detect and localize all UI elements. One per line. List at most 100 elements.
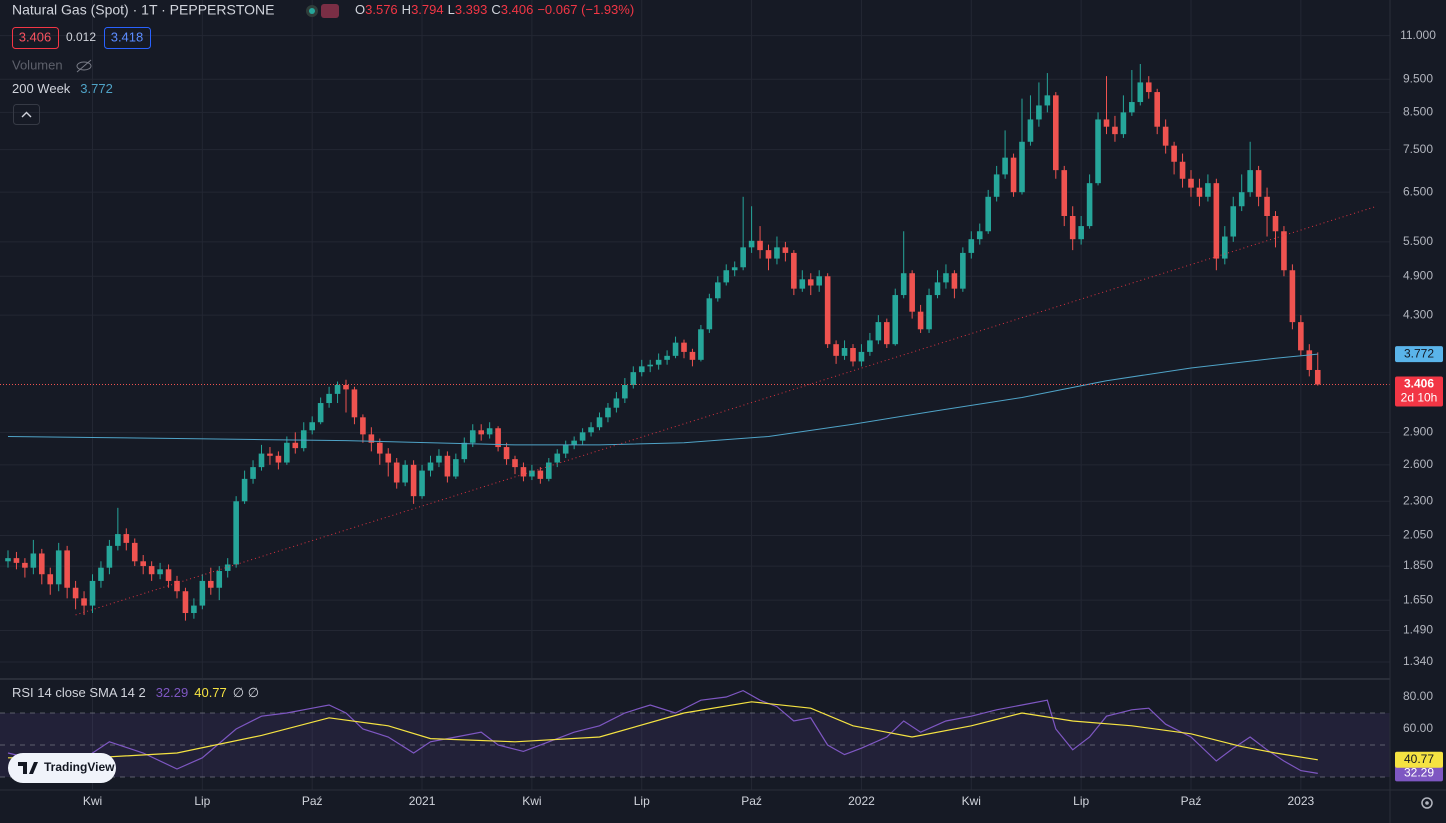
candle xyxy=(1289,264,1296,330)
candle xyxy=(5,550,11,568)
candle-body xyxy=(562,444,569,454)
candle-body xyxy=(976,231,983,240)
candle xyxy=(1027,95,1034,146)
candle xyxy=(520,462,527,482)
candle-body xyxy=(469,430,476,443)
hidden-icon[interactable] xyxy=(76,59,92,73)
rsi-line xyxy=(7,689,1318,774)
candle-body xyxy=(960,252,966,289)
candle-body xyxy=(30,553,37,568)
candle xyxy=(1281,226,1287,277)
status-badge xyxy=(321,4,339,18)
candle xyxy=(469,424,476,448)
candle-body xyxy=(1061,170,1068,216)
candle xyxy=(579,428,586,445)
candle-body xyxy=(757,240,763,251)
candle xyxy=(1095,112,1101,186)
candle-body xyxy=(647,364,653,367)
rsi-line xyxy=(8,701,1318,761)
candle-body xyxy=(1053,95,1059,171)
candle xyxy=(807,273,814,296)
logo-badge[interactable] xyxy=(8,753,116,783)
candle-body xyxy=(216,570,223,588)
candle-body xyxy=(1289,270,1296,323)
candle-body xyxy=(1154,92,1160,127)
candle xyxy=(782,241,789,262)
candle xyxy=(72,580,79,610)
spread: 0.012 xyxy=(66,30,96,44)
candle-body xyxy=(1086,183,1093,227)
candle xyxy=(1255,165,1262,207)
ask-box[interactable] xyxy=(104,27,151,49)
candle-body xyxy=(224,564,231,571)
candle-body xyxy=(731,267,738,271)
candle-body xyxy=(579,432,586,441)
candle xyxy=(444,451,451,483)
candle-body xyxy=(267,453,273,456)
candle xyxy=(588,422,594,437)
candle xyxy=(393,458,400,489)
candle xyxy=(1171,141,1177,175)
candle xyxy=(1120,95,1127,138)
settings-icon[interactable] xyxy=(1421,797,1433,809)
candle xyxy=(791,250,797,296)
status-dot-inner xyxy=(309,8,315,14)
bid-box[interactable] xyxy=(12,27,59,49)
candle-body xyxy=(1314,369,1321,385)
candle-body xyxy=(672,342,679,356)
candle xyxy=(478,424,484,441)
candle-body xyxy=(427,462,434,471)
ask-price: 3.418 xyxy=(111,29,144,44)
candle-body xyxy=(385,453,392,463)
candle-body xyxy=(1036,105,1042,120)
rsi-value-box xyxy=(1395,765,1443,782)
candle xyxy=(841,340,848,360)
candle-body xyxy=(486,428,493,435)
candle xyxy=(951,270,958,299)
candle xyxy=(1044,73,1051,113)
candle-body xyxy=(1179,161,1186,179)
candle xyxy=(267,447,273,465)
candle-body xyxy=(588,427,594,433)
moving-average xyxy=(7,353,1318,446)
candle-body xyxy=(47,574,54,585)
candle xyxy=(427,455,434,477)
candle-body xyxy=(1112,126,1118,135)
candle xyxy=(850,344,856,367)
candle-body xyxy=(546,462,552,479)
candle xyxy=(655,353,662,370)
candle xyxy=(258,444,265,471)
x-tick-label: Kwi xyxy=(522,794,541,808)
candle-body xyxy=(1188,178,1194,188)
trend-line xyxy=(75,205,1378,616)
collapse-button[interactable] xyxy=(13,104,40,125)
candle-body xyxy=(1255,170,1262,197)
y-tick-label: 1.650 xyxy=(1403,592,1433,606)
candle xyxy=(917,304,924,333)
ma-price-box xyxy=(1395,346,1443,363)
candle-body xyxy=(1010,157,1017,193)
candle xyxy=(250,460,256,484)
candle xyxy=(715,276,721,302)
candle-body xyxy=(174,580,180,592)
candle-body xyxy=(791,252,797,289)
candle xyxy=(1112,115,1118,142)
candle-body xyxy=(64,550,70,588)
candle xyxy=(461,437,468,463)
candle xyxy=(664,350,670,365)
candle-body xyxy=(39,553,45,575)
candle xyxy=(562,440,569,459)
candle xyxy=(385,448,392,477)
candle-body xyxy=(613,398,620,408)
candle xyxy=(495,426,501,452)
candle xyxy=(1086,174,1093,229)
candle-body xyxy=(1238,192,1245,207)
candle-body xyxy=(284,442,290,463)
candle xyxy=(1053,92,1059,179)
candle-body xyxy=(208,580,214,588)
candle-body xyxy=(72,587,79,599)
candle-body xyxy=(596,417,603,428)
candle-body xyxy=(241,478,248,502)
candle xyxy=(1238,174,1245,212)
